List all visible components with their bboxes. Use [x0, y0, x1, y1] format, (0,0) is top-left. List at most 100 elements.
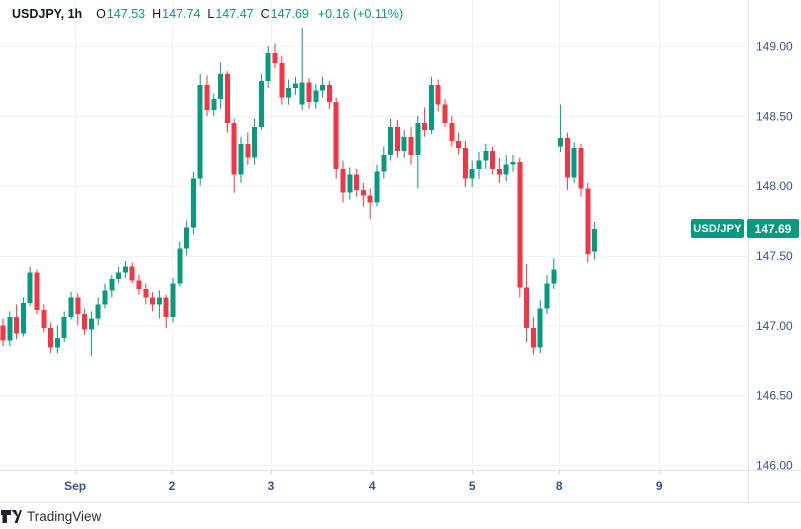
candle	[258, 73, 264, 130]
candle	[156, 290, 162, 319]
candle	[354, 168, 360, 197]
candle	[218, 62, 224, 109]
ohlc-value: 147.74	[162, 7, 201, 21]
candle	[401, 129, 407, 158]
candle	[381, 146, 387, 179]
candle	[245, 132, 251, 165]
chart-legend: USDJPY, 1h O 147.53 H 147.74 L 147.47 C 147.69 …	[12, 6, 403, 22]
candle	[129, 262, 135, 284]
candle	[102, 283, 108, 309]
ohlc-pair: O 147.53	[96, 6, 145, 22]
change-value: +0.16 (+0.11%)	[317, 7, 404, 21]
candles	[0, 27, 598, 357]
candle	[306, 78, 312, 109]
candle	[68, 291, 74, 320]
last-price-badge-symbol: USD/JPY	[691, 219, 744, 238]
candle	[265, 46, 271, 88]
candle	[524, 263, 530, 343]
candle	[190, 171, 196, 235]
candle	[88, 311, 94, 357]
candle	[490, 146, 496, 175]
candle	[184, 220, 190, 256]
candle	[48, 322, 54, 354]
ohlc-value: 147.69	[270, 7, 309, 21]
candle	[20, 297, 26, 337]
candle	[299, 27, 305, 111]
price-tick-label: 148.50	[756, 109, 793, 123]
candle	[408, 127, 414, 165]
candle	[415, 115, 421, 189]
candle	[95, 297, 101, 326]
candle	[347, 167, 353, 200]
candle	[14, 304, 20, 340]
candle	[136, 275, 142, 295]
candle	[537, 300, 543, 354]
time-gridlines	[75, 0, 660, 470]
candle	[326, 80, 332, 109]
candle	[483, 143, 489, 169]
candle	[122, 261, 128, 278]
footer-bar: TradingView	[0, 502, 801, 529]
candle	[530, 316, 536, 355]
candle	[75, 293, 81, 326]
candle	[116, 266, 122, 284]
candle	[292, 76, 298, 95]
candle	[143, 283, 149, 305]
candle	[211, 93, 217, 116]
candlestick-chart[interactable]: 149.00 148.50 148.00 147.50 147.00 146.50 146.…	[0, 0, 801, 502]
candle	[27, 266, 33, 306]
candle	[564, 132, 570, 190]
time-tick-label: 4	[369, 479, 376, 493]
price-tick-label: 149.00	[756, 40, 793, 54]
tradingview-logo-icon[interactable]	[1, 509, 22, 524]
axis-borders	[0, 0, 801, 502]
ohlc-values: O 147.53 H 147.74 L 147.47 C 147.69	[96, 6, 309, 22]
candle	[517, 157, 523, 298]
candle	[422, 107, 428, 137]
tradingview-brand-text[interactable]: TradingView	[27, 508, 102, 524]
candle	[367, 188, 373, 220]
candle	[374, 164, 380, 207]
candle	[272, 43, 278, 69]
candle	[109, 275, 115, 298]
price-axis-labels[interactable]: 149.00 148.50 148.00 147.50 147.00 146.50 146.…	[756, 40, 793, 473]
candle	[585, 182, 591, 263]
price-tick-label: 147.50	[756, 249, 793, 263]
time-axis-ticks	[75, 470, 660, 474]
candle	[82, 308, 88, 336]
time-tick-label: Sep	[64, 479, 86, 493]
ohlc-value: 147.53	[106, 7, 146, 21]
price-tick-label: 146.00	[756, 459, 793, 473]
ohlc-pair: C 147.69	[261, 6, 309, 22]
candle	[231, 118, 237, 193]
candle	[394, 120, 400, 158]
time-tick-label: 3	[268, 479, 275, 493]
candle	[0, 318, 6, 347]
candle	[558, 104, 564, 153]
candle	[456, 132, 462, 155]
symbol-title[interactable]: USDJPY, 1h	[12, 7, 83, 21]
candle	[333, 97, 339, 179]
price-gridlines	[0, 46, 748, 466]
candle	[170, 277, 176, 323]
candle	[503, 154, 509, 182]
candle	[7, 311, 13, 347]
candle	[224, 71, 230, 133]
candle	[313, 83, 319, 109]
ohlc-key: C	[260, 7, 270, 21]
time-axis-labels[interactable]: Sep 2 3 4 5 8 9	[64, 479, 663, 493]
candle	[286, 79, 292, 105]
ohlc-value: 147.47	[215, 7, 254, 21]
candle	[578, 143, 584, 197]
candle	[462, 140, 468, 188]
candle	[469, 160, 475, 188]
candle	[41, 304, 47, 333]
candle	[496, 157, 502, 183]
price-tick-label: 146.50	[756, 389, 793, 403]
candle	[551, 258, 557, 290]
time-tick-label: 8	[556, 479, 563, 493]
candle	[592, 221, 598, 260]
candle	[442, 99, 448, 128]
candle	[320, 76, 326, 98]
